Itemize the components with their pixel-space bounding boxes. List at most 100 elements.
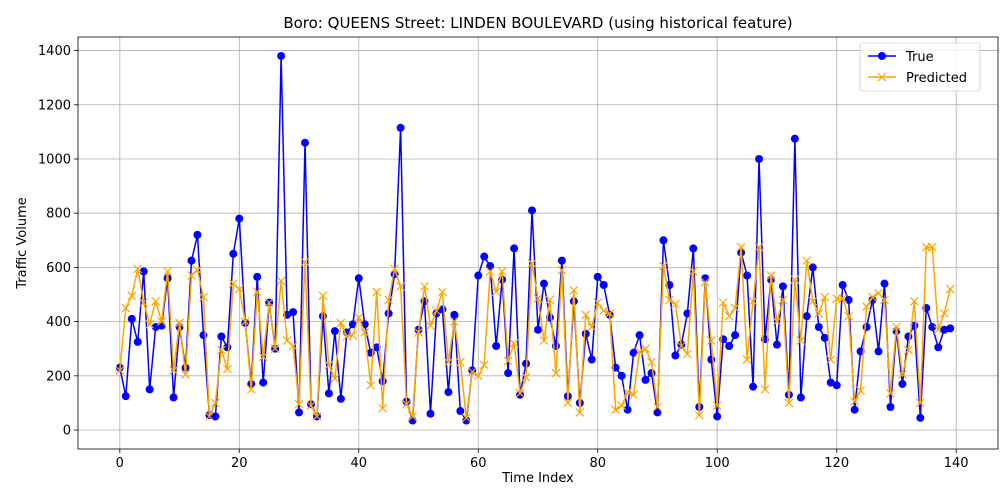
point-predicted (157, 317, 167, 327)
x-tick-label: 100 (705, 456, 730, 471)
point-true (378, 377, 387, 386)
point-predicted (778, 295, 788, 305)
point-true (916, 413, 925, 422)
point-predicted (605, 309, 615, 318)
legend-predicted-label: Predicted (906, 71, 967, 86)
point-predicted (354, 313, 364, 322)
point-predicted (258, 352, 268, 362)
point-predicted (623, 387, 633, 397)
point-predicted (461, 413, 471, 423)
point-predicted (396, 281, 406, 291)
point-true (456, 407, 465, 416)
point-predicted (175, 318, 184, 328)
point-true (516, 390, 525, 399)
point-true (504, 369, 513, 378)
point-predicted (611, 405, 621, 415)
point-predicted (557, 265, 567, 275)
axis-ticks: 0 20 40 60 80 100 120 1400200400600800100012001… (38, 44, 969, 471)
point-predicted (736, 242, 746, 252)
point-true (229, 249, 238, 258)
point-predicted (754, 242, 764, 252)
point-true (145, 385, 154, 394)
point-true (707, 355, 716, 364)
point-true (127, 314, 136, 323)
point-predicted (330, 374, 340, 383)
point-true (199, 331, 208, 340)
point-predicted (820, 292, 830, 302)
y-tick-label: 600 (46, 261, 71, 276)
point-predicted (426, 321, 435, 331)
point-predicted (163, 267, 173, 276)
point-predicted (408, 412, 417, 421)
point-true (301, 138, 310, 147)
point-true (749, 382, 758, 391)
point-true (408, 416, 417, 425)
point-true (450, 310, 459, 319)
point-true (826, 378, 835, 387)
point-predicted (838, 294, 848, 303)
point-predicted (127, 291, 137, 301)
point-true (814, 323, 823, 332)
point-predicted (790, 275, 800, 285)
point-true (623, 405, 632, 414)
point-true (169, 393, 178, 402)
point-true (725, 342, 734, 350)
point-predicted (210, 398, 220, 408)
point-predicted (234, 284, 244, 294)
point-predicted (276, 276, 286, 286)
point-true (701, 274, 710, 283)
point-true (850, 405, 859, 414)
point-predicted (145, 319, 155, 329)
point-predicted (862, 302, 871, 312)
point-true (934, 343, 943, 352)
point-predicted (205, 412, 214, 421)
point-predicted (796, 336, 806, 346)
point-true (235, 214, 244, 223)
point-predicted (139, 298, 149, 308)
point-predicted (121, 303, 131, 313)
point-predicted (844, 311, 854, 321)
point-predicted (252, 287, 262, 297)
point-predicted (270, 344, 280, 354)
point-true (492, 342, 501, 350)
point-predicted (360, 328, 370, 337)
point-true (838, 281, 847, 290)
point-predicted (892, 322, 901, 332)
chart-title: Boro: QUEENS Street: LINDEN BOULEVARD (u… (283, 14, 792, 32)
point-true (557, 256, 566, 265)
point-predicted (909, 296, 919, 306)
point-predicted (903, 345, 913, 355)
point-predicted (886, 389, 895, 398)
point-predicted (694, 410, 704, 420)
point-true (539, 279, 548, 288)
point-true (593, 272, 602, 281)
point-true (438, 305, 447, 314)
point-true (617, 371, 626, 380)
point-true (772, 340, 781, 349)
point-true (139, 267, 148, 276)
point-predicted (587, 322, 597, 332)
point-true (629, 348, 638, 357)
y-tick-label: 1400 (38, 44, 71, 59)
series-line-predicted (119, 246, 951, 419)
point-true (928, 323, 937, 332)
point-true (940, 325, 949, 334)
point-true (187, 256, 196, 265)
point-true (295, 408, 304, 417)
y-tick-label: 400 (46, 315, 71, 330)
point-predicted (151, 296, 161, 306)
point-true (635, 331, 644, 340)
point-predicted (718, 298, 728, 308)
point-predicted (300, 257, 310, 267)
point-predicted (670, 299, 680, 309)
point-true (755, 154, 764, 163)
point-predicted (712, 401, 722, 411)
point-predicted (384, 295, 394, 305)
point-predicted (826, 355, 836, 364)
point-true (731, 331, 740, 340)
point-predicted (748, 296, 758, 306)
point-true (289, 308, 298, 317)
point-predicted (784, 398, 794, 408)
x-tick-label: 20 (231, 456, 248, 471)
